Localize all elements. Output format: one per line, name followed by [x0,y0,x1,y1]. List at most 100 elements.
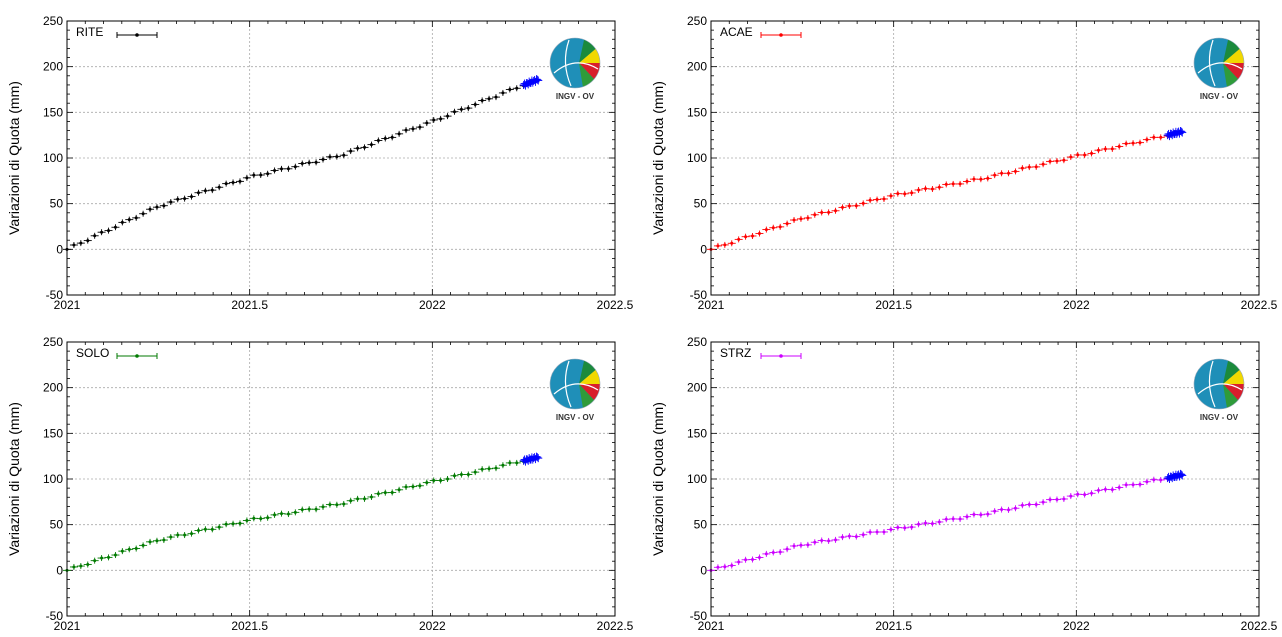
x-tick-label: 2022 [1063,298,1090,312]
data-point [397,488,401,492]
data-point [487,97,491,101]
data-point [1145,480,1149,484]
data-point [751,234,755,238]
data-point [79,241,83,245]
data-point [127,218,131,222]
x-tick-label: 2022.5 [597,619,634,633]
data-point [224,182,228,186]
data-point [148,207,152,211]
y-tick-label: 150 [43,426,63,440]
data-point [1124,483,1128,487]
data-point [1138,141,1142,145]
logo-arc [553,383,599,395]
logo-segment [1223,384,1239,408]
data-point [785,222,789,226]
data-point [515,86,519,90]
x-tick-label: 2022.5 [1241,298,1278,312]
chart-panel-rite: -50 0 50 100 150 200 250 2021 2021.5 2022 2022.5 Va… [6,14,634,312]
data-point [771,550,775,554]
y-tick-label: 100 [43,472,63,486]
legend: ACAE [720,25,802,39]
y-tick-label: 250 [43,14,63,28]
data-point [127,547,131,551]
data-point [910,191,914,195]
data-point [1007,508,1011,512]
data-point [1034,503,1038,507]
data-point [875,530,879,534]
data-point [799,217,803,221]
data-point [245,176,249,180]
data-point [972,177,976,181]
y-tick-label: 50 [694,518,708,532]
data-point [1117,145,1121,149]
data-point [1013,169,1017,173]
recent-point [1180,131,1184,134]
data-point [806,216,810,220]
data-point [162,204,166,208]
logo-text: INGV - OV [556,92,595,101]
data-point [141,212,145,216]
data-point [764,552,768,556]
y-tick-label: 100 [43,151,63,165]
data-point [716,565,720,569]
data-point [854,535,858,539]
logo-arc [1197,383,1243,395]
data-point [342,153,346,157]
data-point [1096,488,1100,492]
data-point [868,198,872,202]
y-tick-label: 50 [694,197,708,211]
data-point [1069,155,1073,159]
logo-arc [1208,39,1216,87]
x-tick-label: 2021 [698,298,725,312]
data-point [1103,147,1107,151]
x-tick-label: 2021 [54,298,81,312]
y-tick-label: 200 [43,60,63,74]
x-tick-label: 2022 [419,619,446,633]
y-tick-label: 250 [687,335,707,349]
data-point [515,461,519,465]
data-point [363,145,367,149]
data-point [1110,147,1114,151]
data-point [1110,488,1114,492]
data-point [279,167,283,171]
data-point [723,565,727,569]
data-point [1131,141,1135,145]
data-point [79,564,83,568]
data-point [203,527,207,531]
data-point [480,467,484,471]
logo-segment [579,384,595,408]
recent-point [1180,474,1184,477]
data-point [1055,498,1059,502]
data-point [1145,138,1149,142]
y-tick-label: 0 [700,563,707,577]
data-point [868,530,872,534]
y-tick-label: 0 [56,242,63,256]
data-point [806,543,810,547]
data-point [141,543,145,547]
y-tick-label: 150 [43,105,63,119]
data-point [827,539,831,543]
data-point [937,520,941,524]
y-tick-label: 250 [43,335,63,349]
data-point [286,512,290,516]
data-point [986,176,990,180]
y-tick-label: 0 [56,563,63,577]
data-point [190,195,194,199]
data-point [930,522,934,526]
data-point [972,513,976,517]
data-point [293,510,297,514]
data-point [1062,158,1066,162]
data-point [72,243,76,247]
data-point [764,228,768,232]
data-point [944,182,948,186]
x-tick-label: 2021.5 [875,298,912,312]
x-tick-label: 2022 [1063,619,1090,633]
data-point [155,539,159,543]
data-point [266,516,270,520]
data-point [397,132,401,136]
data-point [757,555,761,559]
data-point [369,143,373,147]
data-point [993,173,997,177]
y-axis-label: Variazioni di Quota (mm) [6,81,22,235]
